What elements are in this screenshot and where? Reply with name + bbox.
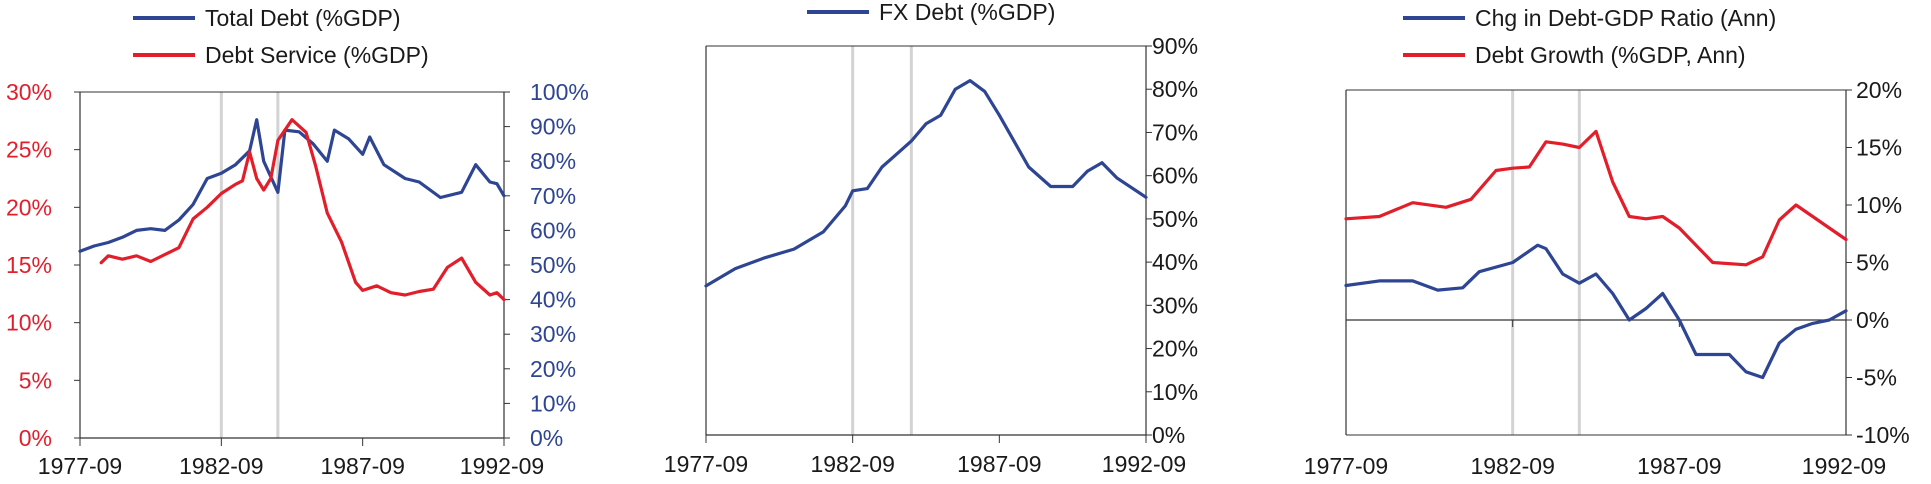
x-tick-label: 1977-09 [1304,453,1388,479]
x-tick-label: 1982-09 [810,451,894,477]
right-tick-label: 20% [1856,77,1902,103]
right-tick-label: 60% [1152,163,1198,189]
series-line-debt-growth-gdp-ann [1344,129,1848,267]
right-tick-label: 10% [1856,192,1902,218]
x-tick-label: 1987-09 [320,453,404,479]
chart-panel-3: -10% -5% 0% 5% 10% 15% 20% 1977-09 1982-09 1987-0… [1304,5,1910,479]
right-tick-label: 10% [1152,379,1198,405]
right-tick-label: -10% [1856,422,1910,448]
right-tick-label: 20% [530,356,576,382]
right-tick-label: 5% [1856,250,1889,276]
right-tick-label: 15% [1856,135,1902,161]
right-tick-label: 40% [1152,249,1198,275]
right-tick-label: 50% [1152,206,1198,232]
right-tick-label: 80% [1152,76,1198,102]
series-line-debt-service-gdp [99,118,506,302]
right-tick-label: 80% [530,148,576,174]
legend-label: FX Debt (%GDP) [879,0,1055,25]
right-tick-label: 60% [530,217,576,243]
legend-label: Debt Growth (%GDP, Ann) [1475,42,1746,68]
right-tick-label: 10% [530,390,576,416]
x-tick-label: 1987-09 [1637,453,1721,479]
right-tick-label: 50% [530,252,576,278]
series-line-total-debt-gdp [78,118,506,253]
right-tick-label: 20% [1152,336,1198,362]
legend-label: Total Debt (%GDP) [205,5,401,31]
right-tick-label: 0% [1152,422,1185,448]
right-tick-label: -5% [1856,365,1897,391]
right-tick-label: 70% [530,183,576,209]
x-tick-label: 1982-09 [1470,453,1554,479]
right-tick-label: 0% [530,425,563,451]
legend-label: Debt Service (%GDP) [205,42,429,68]
x-tick-label: 1992-09 [1102,451,1186,477]
legend-label: Chg in Debt-GDP Ratio (Ann) [1475,5,1776,31]
x-tick-label: 1987-09 [957,451,1041,477]
right-tick-label: 30% [530,321,576,347]
left-tick-label: 10% [6,310,52,336]
right-tick-label: 90% [1152,33,1198,59]
chart-panel-1: 0% 5% 10% 15% 20% 25% 30% 0% 10% 20% 30% 40% 50% 60% 7… [6,5,589,479]
series-line-chg-in-debt-gdp-ratio-ann [1344,243,1848,380]
right-tick-label: 40% [530,287,576,313]
x-tick-label: 1982-09 [179,453,263,479]
x-tick-label: 1992-09 [460,453,544,479]
left-tick-label: 5% [19,367,52,393]
left-tick-label: 15% [6,252,52,278]
chart-panel-2: 0% 10% 20% 30% 40% 50% 60% 70% 80% 90% 1977-09 1982… [664,0,1198,477]
series-line-fx-debt-gdp [704,78,1148,288]
right-tick-label: 0% [1856,307,1889,333]
x-tick-label: 1977-09 [38,453,122,479]
right-tick-label: 100% [530,79,589,105]
left-tick-label: 0% [19,425,52,451]
right-tick-label: 70% [1152,119,1198,145]
right-tick-label: 30% [1152,292,1198,318]
x-tick-label: 1992-09 [1802,453,1886,479]
left-tick-label: 30% [6,79,52,105]
left-tick-label: 20% [6,194,52,220]
left-tick-label: 25% [6,137,52,163]
x-tick-label: 1977-09 [664,451,748,477]
right-tick-label: 90% [530,114,576,140]
